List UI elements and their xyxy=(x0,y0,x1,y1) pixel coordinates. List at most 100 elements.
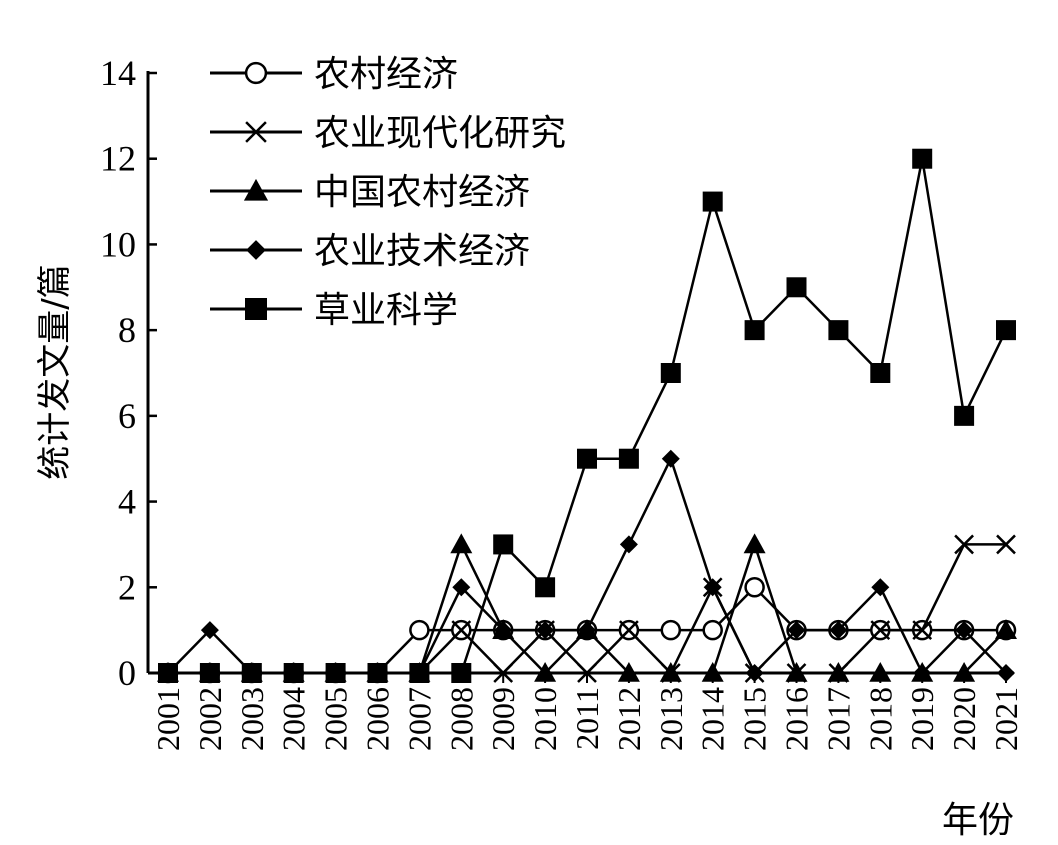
data-point xyxy=(619,535,638,554)
data-point xyxy=(954,534,974,555)
x-tick-label: 2014 xyxy=(695,687,731,751)
data-point xyxy=(493,663,514,683)
data-point xyxy=(535,577,556,598)
legend-label: 农业技术经济 xyxy=(314,231,530,272)
data-point xyxy=(660,619,682,641)
data-point xyxy=(241,663,262,683)
data-point xyxy=(743,533,766,554)
data-point xyxy=(912,148,933,169)
legend-item: 农村经济 xyxy=(210,54,458,95)
data-point xyxy=(995,619,1017,639)
legend-label: 草业科学 xyxy=(314,290,458,331)
data-point xyxy=(283,663,304,683)
data-point xyxy=(200,621,219,640)
series-line xyxy=(168,543,1006,675)
data-point xyxy=(494,621,513,640)
legend-marker xyxy=(243,178,269,201)
y-tick-label: 4 xyxy=(118,482,136,522)
data-point xyxy=(619,620,639,641)
x-tick-label: 2006 xyxy=(360,687,396,751)
data-point xyxy=(744,320,765,341)
x-tick-label: 2021 xyxy=(988,687,1024,751)
legend-label: 农村经济 xyxy=(314,54,458,95)
x-tick-label: 2015 xyxy=(737,687,773,751)
data-point xyxy=(577,448,597,469)
series-layer xyxy=(157,148,1017,684)
data-point xyxy=(828,320,849,341)
y-tick-label: 6 xyxy=(118,396,136,436)
x-tick-label: 2018 xyxy=(862,687,898,751)
legend-item: 中国农村经济 xyxy=(210,172,530,213)
data-point xyxy=(534,662,557,682)
y-tick-label: 10 xyxy=(100,224,136,264)
x-tick-label: 2013 xyxy=(653,687,689,751)
data-point xyxy=(617,662,640,682)
x-tick-label: 2009 xyxy=(485,687,521,751)
series-5 xyxy=(158,148,1016,683)
data-point xyxy=(785,662,808,682)
y-tick-label: 2 xyxy=(118,567,136,607)
legend-item: 农业现代化研究 xyxy=(210,113,566,154)
data-point xyxy=(869,662,892,682)
y-tick-label: 14 xyxy=(100,53,136,93)
data-point xyxy=(451,620,472,641)
x-tick-label: 2020 xyxy=(946,687,982,751)
data-point xyxy=(659,662,682,682)
legend-item: 草业科学 xyxy=(210,290,458,331)
data-point xyxy=(955,621,974,640)
data-point xyxy=(996,534,1016,555)
data-point xyxy=(409,619,430,641)
data-point xyxy=(325,663,346,683)
x-tick-label: 2012 xyxy=(611,687,647,751)
series-2 xyxy=(158,534,1016,683)
x-tick-label: 2005 xyxy=(318,687,354,751)
data-point xyxy=(661,449,680,468)
data-point xyxy=(158,663,178,683)
data-point xyxy=(827,662,850,682)
x-tick-label: 2002 xyxy=(192,687,228,751)
data-point xyxy=(912,620,933,641)
data-point xyxy=(199,663,220,683)
data-point xyxy=(618,448,639,469)
data-point xyxy=(786,277,807,298)
series-4 xyxy=(159,449,1015,682)
data-point xyxy=(702,619,723,641)
data-point xyxy=(996,320,1016,341)
legend-label: 中国农村经济 xyxy=(314,172,530,213)
legend-marker xyxy=(246,240,266,260)
legend-item: 农业技术经济 xyxy=(210,231,530,272)
data-point xyxy=(870,363,891,383)
legend-label: 农业现代化研究 xyxy=(314,113,566,154)
data-point xyxy=(451,663,472,683)
x-tick-label: 2008 xyxy=(443,687,479,751)
x-tick-label: 2011 xyxy=(569,687,605,750)
data-point xyxy=(997,664,1015,682)
data-point xyxy=(954,405,975,426)
data-point xyxy=(660,363,681,383)
data-point xyxy=(787,621,806,640)
x-axis-label: 年份 xyxy=(942,800,1014,841)
legend-marker xyxy=(245,298,267,320)
legend-marker xyxy=(244,61,268,85)
data-point xyxy=(703,578,722,597)
y-tick-label: 0 xyxy=(118,653,136,693)
data-point xyxy=(367,663,388,683)
data-point xyxy=(536,621,555,640)
data-point xyxy=(450,533,473,554)
data-point xyxy=(493,534,514,555)
y-tick-label: 8 xyxy=(118,310,136,350)
data-point xyxy=(702,191,723,212)
x-tick-label: 2003 xyxy=(234,687,270,751)
y-axis-label: 统计发文量/篇 xyxy=(35,264,75,479)
data-point xyxy=(745,664,764,682)
x-tick-label: 2016 xyxy=(779,687,815,751)
x-tick-label: 2010 xyxy=(527,687,563,751)
data-point xyxy=(829,621,848,640)
data-point xyxy=(701,662,724,682)
x-tick-label: 2007 xyxy=(401,687,437,751)
legend-marker xyxy=(245,121,267,143)
